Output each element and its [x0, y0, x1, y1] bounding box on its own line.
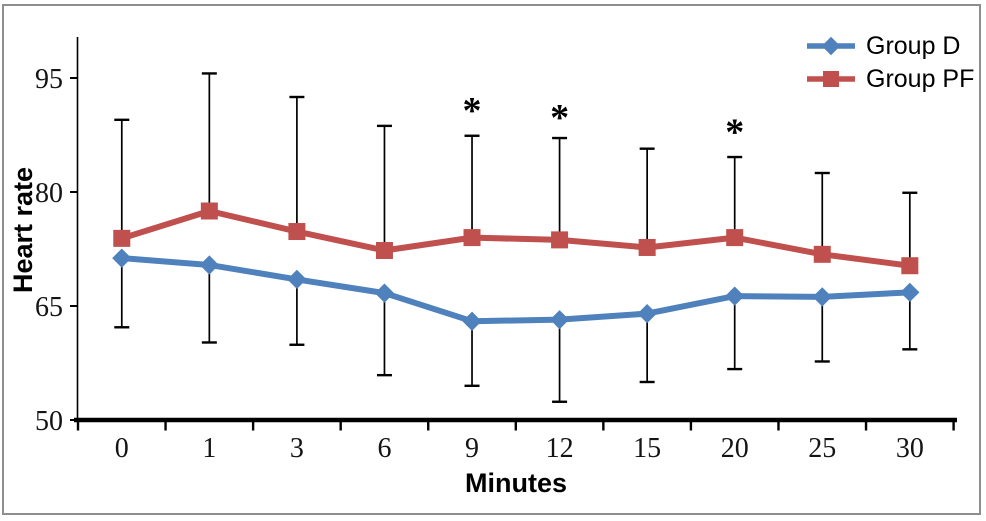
- group-d-marker: [900, 282, 920, 302]
- x-tick-label: 25: [808, 433, 836, 464]
- y-tick-label: 80: [35, 178, 63, 209]
- group-d-marker: [287, 269, 307, 290]
- group-d-legend-marker: [807, 36, 855, 56]
- legend-label-group-d: Group D: [866, 31, 961, 60]
- group-d-marker: [374, 283, 395, 303]
- group-pf-marker: [288, 223, 306, 241]
- y-tick-label: 65: [35, 292, 63, 323]
- series-layer: [112, 202, 920, 331]
- legend: Group D Group PF: [806, 33, 974, 92]
- x-tick-label: 9: [465, 433, 479, 464]
- significance-asterisk: *: [550, 97, 569, 139]
- group-pf-marker: [813, 245, 831, 263]
- group-d-marker: [812, 287, 832, 307]
- error-bars-layer: [114, 72, 918, 403]
- group-pf-marker: [551, 231, 569, 249]
- x-tick-label: 30: [896, 433, 924, 464]
- x-tick-label: 15: [633, 433, 661, 464]
- group-d-marker: [549, 310, 570, 330]
- x-tick-label: 12: [546, 433, 574, 464]
- group-pf-marker: [200, 202, 218, 220]
- group-d-marker: [462, 311, 482, 331]
- group-d-marker: [199, 255, 219, 275]
- group-pf-line: [118, 208, 913, 269]
- y-tick-label: 50: [35, 406, 63, 437]
- x-tick-label: 20: [721, 433, 749, 464]
- group-pf-marker: [113, 229, 131, 247]
- legend-label-group-pf: Group PF: [866, 64, 975, 93]
- group-pf-legend-marker: [807, 71, 855, 87]
- x-tick-label: 3: [290, 433, 304, 464]
- group-d-marker: [112, 248, 132, 268]
- legend-item-group-d: Group D: [806, 33, 974, 59]
- group-d-marker: [637, 303, 657, 324]
- group-d-marker: [725, 286, 745, 306]
- x-tick-label: 6: [377, 433, 391, 464]
- group-pf-marker: [638, 238, 656, 256]
- group-pf-marker: [375, 242, 393, 260]
- significance-asterisk: *: [463, 90, 482, 132]
- group-pf-marker: [726, 229, 744, 247]
- significance-asterisk: *: [725, 112, 744, 154]
- legend-item-group-pf: Group PF: [806, 66, 974, 92]
- annotations-layer: * * *: [463, 90, 745, 153]
- y-axis-title: Heart rate: [8, 167, 38, 293]
- group-pf-marker: [901, 257, 919, 275]
- axes-layer: 50 65 80 95 0 1 3 6 9 12 15 20 25 30: [35, 37, 957, 464]
- group-pf-marker: [463, 229, 481, 247]
- group-d-line: [118, 255, 913, 325]
- x-tick-label: 1: [202, 433, 216, 464]
- x-axis-title: Minutes: [465, 468, 567, 498]
- x-tick-label: 0: [115, 433, 129, 464]
- y-tick-label: 95: [35, 64, 63, 95]
